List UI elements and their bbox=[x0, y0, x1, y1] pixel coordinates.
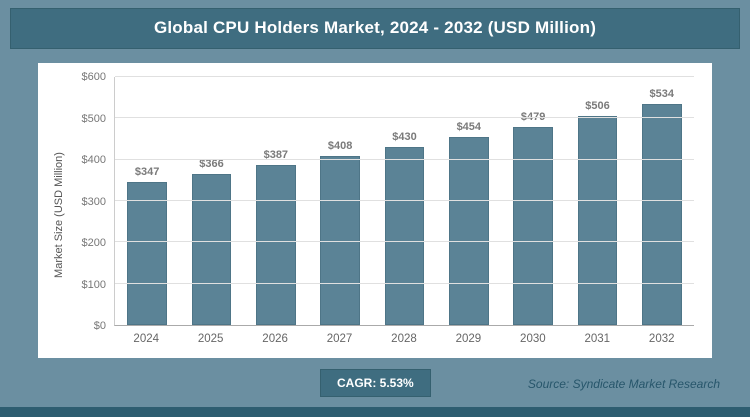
bar-column: $454 bbox=[437, 77, 501, 325]
bar bbox=[127, 181, 168, 325]
x-axis-label: 2026 bbox=[262, 333, 288, 345]
bar bbox=[448, 137, 489, 325]
bar-value-label: $347 bbox=[134, 165, 160, 178]
bar bbox=[255, 165, 296, 325]
bar-column: $366 bbox=[179, 77, 243, 325]
gridline bbox=[115, 76, 694, 77]
gridline bbox=[115, 241, 694, 243]
x-axis-label: 2025 bbox=[197, 333, 224, 345]
plot-row: $0 $100 $200 $300 $400 $500 $600 $347 $366 $387 $… bbox=[70, 71, 694, 332]
y-tick-label: $300 bbox=[81, 195, 106, 208]
y-tick-label: $500 bbox=[81, 112, 106, 125]
bottom-strip bbox=[0, 407, 750, 417]
plot-area: $347 $366 $387 $408 $430 $454 $479 $506 $534 bbox=[114, 76, 694, 326]
y-tick-label: $400 bbox=[81, 154, 106, 166]
chart-panel: Market Size (USD Million) $0 $100 $200 $300… bbox=[38, 63, 712, 358]
x-axis-labels: 2024 2025 2026 2027 2028 2029 2030 2031 2032 bbox=[114, 326, 694, 352]
x-axis-label: 2031 bbox=[584, 333, 611, 345]
bar bbox=[577, 115, 618, 325]
y-tick-label: $200 bbox=[81, 237, 106, 249]
bar bbox=[641, 104, 682, 325]
gridline bbox=[115, 117, 694, 119]
bar-column: $479 bbox=[501, 77, 565, 325]
y-axis-title-text: Market Size (USD Million) bbox=[53, 151, 66, 278]
bar-value-label: $479 bbox=[520, 111, 546, 124]
x-axis-label: 2024 bbox=[133, 333, 160, 345]
x-axis-label: 2032 bbox=[648, 333, 675, 345]
bar-value-label: $534 bbox=[649, 88, 675, 101]
bar-column: $430 bbox=[372, 77, 436, 325]
x-axis-label: 2027 bbox=[326, 333, 353, 345]
bar-column: $387 bbox=[244, 77, 308, 325]
y-tick-label: $0 bbox=[93, 320, 106, 332]
bar-column: $534 bbox=[630, 77, 694, 325]
footer-row: CAGR: 5.53% Source: Syndicate Market Res… bbox=[0, 369, 750, 399]
bar-column: $506 bbox=[565, 77, 629, 325]
cagr-badge: CAGR: 5.53% bbox=[320, 369, 431, 397]
bar bbox=[513, 127, 554, 325]
bar-column: $347 bbox=[115, 77, 179, 325]
chart-title: Global CPU Holders Market, 2024 - 2032 (… bbox=[10, 8, 740, 49]
gridline bbox=[115, 200, 694, 201]
gridline bbox=[115, 282, 694, 284]
y-axis-ticks: $0 $100 $200 $300 $400 $500 $600 bbox=[70, 71, 114, 332]
bar bbox=[191, 173, 232, 325]
gridline bbox=[115, 158, 694, 160]
bar bbox=[384, 147, 425, 325]
bar bbox=[320, 156, 361, 325]
bars-container: $347 $366 $387 $408 $430 $454 $479 $506 $534 bbox=[115, 77, 694, 325]
source-text: Source: Syndicate Market Research bbox=[527, 377, 720, 391]
y-axis-title: Market Size (USD Million) bbox=[48, 77, 70, 352]
bar-column: $408 bbox=[308, 77, 372, 325]
y-tick-label: $100 bbox=[81, 278, 106, 291]
bar-value-label: $454 bbox=[456, 121, 482, 134]
x-axis-label: 2030 bbox=[520, 333, 546, 345]
plot-wrap: $0 $100 $200 $300 $400 $500 $600 $347 $366 $387 $… bbox=[70, 71, 694, 352]
bar-value-label: $366 bbox=[199, 157, 224, 170]
bar-value-label: $430 bbox=[392, 131, 417, 144]
bar-value-label: $506 bbox=[585, 99, 610, 112]
bar-value-label: $387 bbox=[263, 149, 289, 162]
bar-value-label: $408 bbox=[327, 140, 353, 153]
y-tick-label: $600 bbox=[81, 71, 106, 83]
x-axis-label: 2029 bbox=[455, 333, 482, 345]
x-axis-label: 2028 bbox=[391, 333, 417, 345]
